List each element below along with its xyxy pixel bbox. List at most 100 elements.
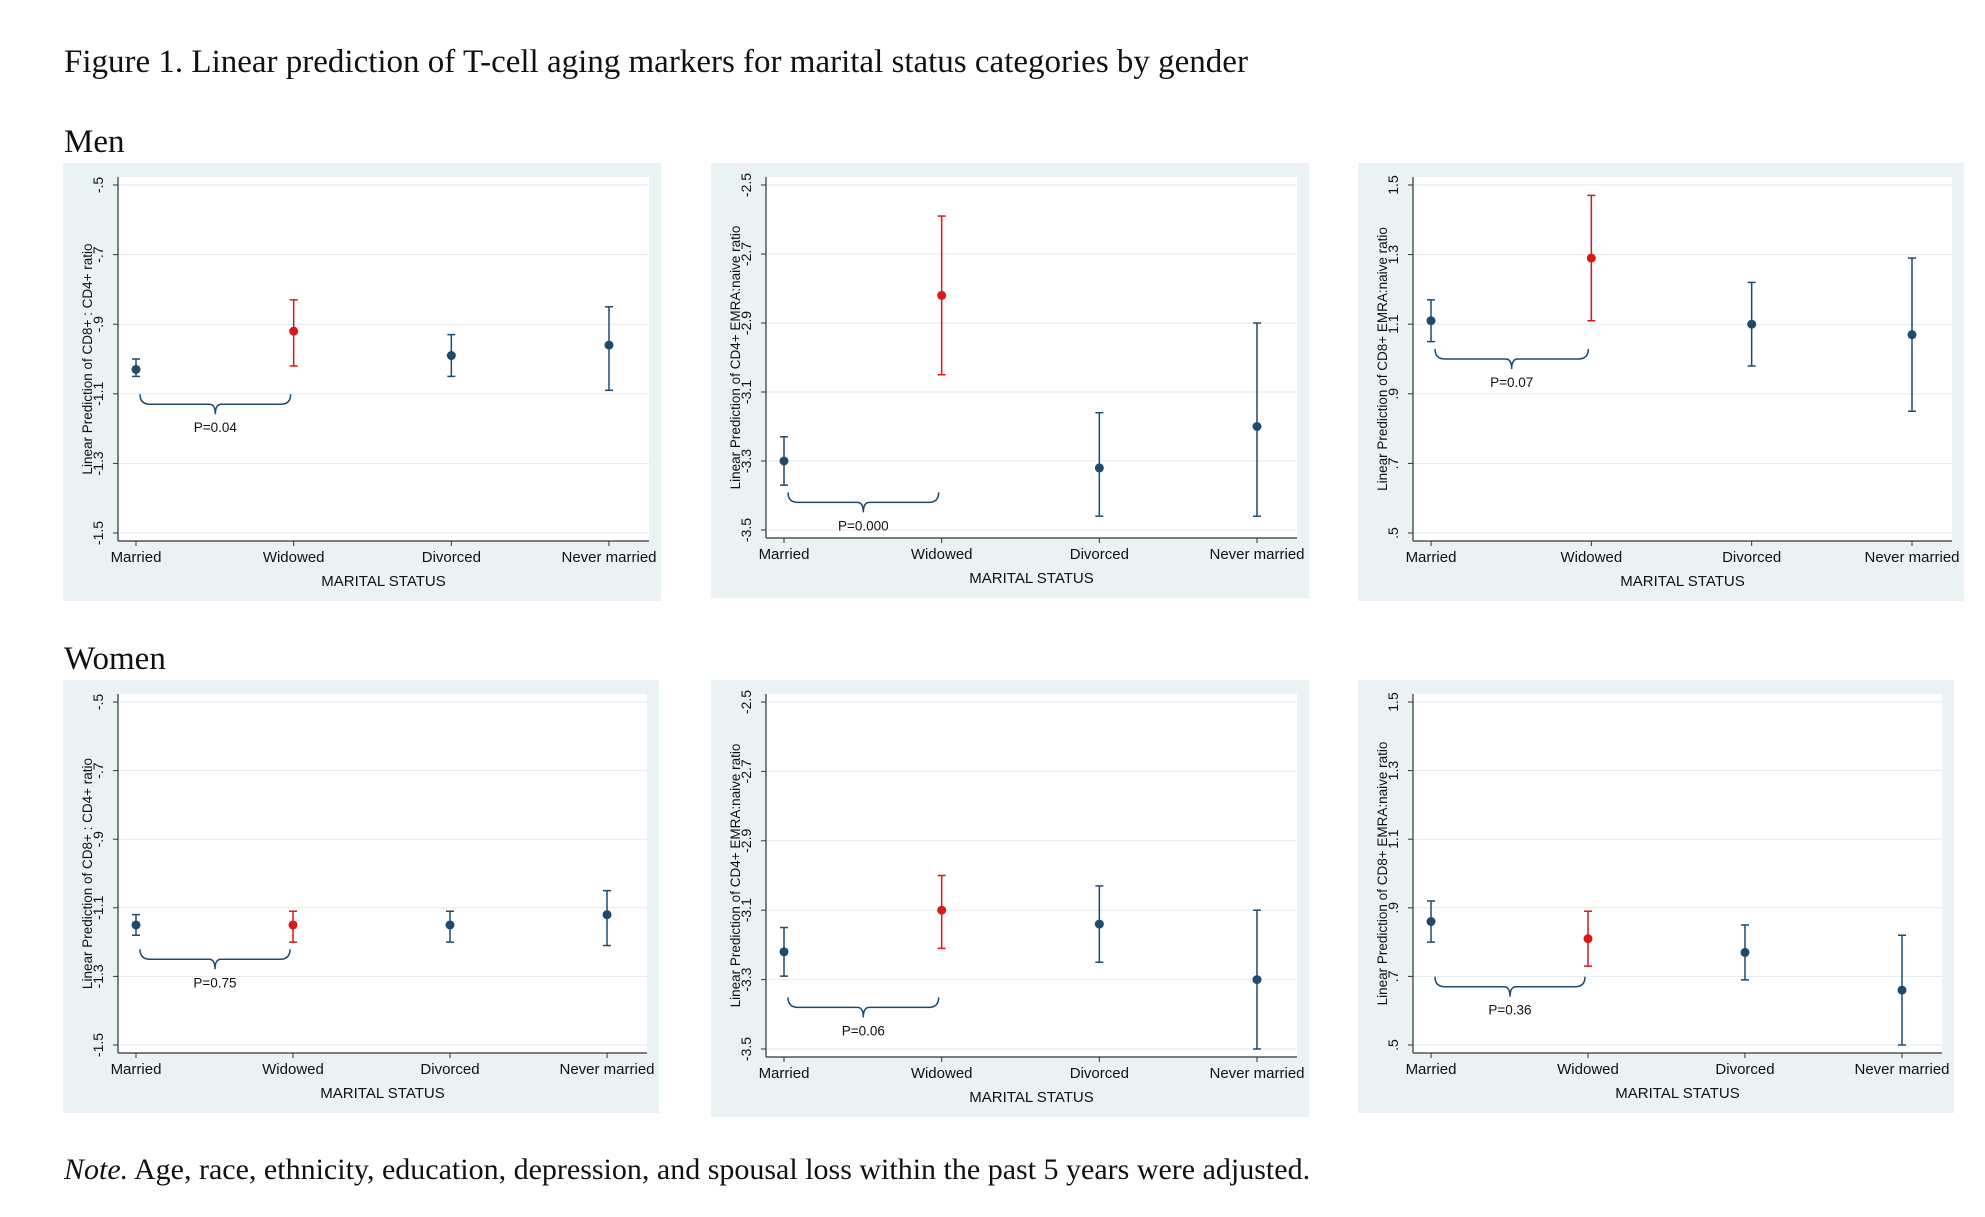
x-tick-label: Widowed: [262, 1061, 324, 1078]
y-tick-label: .7: [1385, 970, 1401, 982]
y-tick-label: -2.9: [738, 829, 754, 853]
p-value-label: P=0.04: [194, 420, 238, 435]
data-point: [779, 456, 789, 466]
y-tick-label: -3.5: [738, 518, 754, 542]
y-tick-label: -3.5: [738, 1037, 754, 1061]
x-tick-label: Divorced: [1070, 1065, 1129, 1082]
y-tick-label: 1.5: [1385, 692, 1401, 712]
significance-bracket: [139, 394, 292, 415]
x-tick-label: Divorced: [1070, 546, 1129, 563]
p-value-label: P=0.06: [842, 1023, 885, 1038]
y-tick-label: -.9: [90, 316, 106, 333]
x-tick-label: Divorced: [1715, 1061, 1774, 1078]
x-axis-title: MARITAL STATUS: [320, 1085, 444, 1102]
plot-area: [118, 177, 649, 541]
x-tick-label: Divorced: [422, 549, 481, 566]
y-tick-label: -1.1: [90, 382, 106, 406]
y-tick-label: 1.1: [1385, 314, 1401, 334]
y-tick-label: -.5: [90, 694, 106, 711]
y-tick-label: 1.3: [1385, 245, 1401, 265]
x-axis-title: MARITAL STATUS: [1620, 573, 1744, 590]
x-tick-label: Never married: [1854, 1061, 1949, 1078]
y-tick-label: -1.5: [90, 521, 106, 545]
data-point: [779, 947, 789, 957]
y-tick-label: -1.3: [90, 451, 106, 475]
x-tick-label: Never married: [1209, 1065, 1304, 1082]
y-tick-label: -1.1: [90, 896, 106, 920]
x-tick-label: Widowed: [911, 1065, 973, 1082]
p-value-label: P=0.75: [193, 975, 236, 990]
x-tick-label: Married: [1406, 549, 1457, 566]
y-tick-label: -3.1: [738, 380, 754, 404]
group-label-women: Women: [64, 641, 166, 677]
data-point: [1586, 253, 1596, 263]
plot-area: [1413, 694, 1942, 1053]
x-tick-label: Never married: [1864, 549, 1959, 566]
data-point: [1426, 917, 1436, 927]
data-point: [1740, 947, 1750, 957]
data-point: [1583, 934, 1593, 944]
y-axis-title: Linear Prediction of CD4+ EMRA:naive rat…: [728, 226, 743, 490]
data-point: [1747, 319, 1757, 329]
p-value-label: P=0.36: [1488, 1003, 1531, 1018]
y-tick-label: -.7: [90, 762, 106, 779]
chart-panel-women-cd8cd4: -1.5 -1.3 -1.1 -.9 -.7 -.5 Married Widowed Divor…: [63, 680, 659, 1113]
data-point: [289, 326, 299, 336]
y-axis-title: Linear Prediction of CD8+ EMRA:naive rat…: [1375, 742, 1390, 1006]
significance-bracket: [1434, 348, 1590, 370]
plot-area: [766, 177, 1297, 538]
data-point: [602, 910, 612, 920]
chart-svg: -1.5 -1.3 -1.1 -.9 -.7 -.5 Married Widowed Divor…: [80, 177, 657, 590]
data-point: [937, 905, 947, 915]
y-axis-title: Linear Prediction of CD4+ EMRA:naive rat…: [728, 744, 743, 1008]
y-tick-label: -.7: [90, 246, 106, 263]
y-tick-label: .7: [1385, 457, 1401, 469]
chart-panel-women-cd4emra: -3.5 -3.3 -3.1 -2.9 -2.7 -2.5 Married Widowed Di…: [711, 680, 1309, 1117]
x-tick-label: Married: [759, 546, 810, 563]
x-tick-label: Never married: [561, 549, 656, 566]
p-value-label: P=0.000: [838, 518, 889, 533]
y-tick-label: -.5: [90, 177, 106, 194]
data-point: [288, 920, 298, 930]
y-tick-label: -.9: [90, 831, 106, 848]
data-point: [604, 340, 614, 350]
y-tick-label: .5: [1385, 527, 1401, 539]
x-tick-label: Married: [759, 1065, 810, 1082]
y-tick-label: -2.5: [738, 173, 754, 197]
y-tick-label: -3.3: [738, 967, 754, 991]
data-point: [1426, 316, 1436, 326]
chart-svg: -1.5 -1.3 -1.1 -.9 -.7 -.5 Married Widowed Divor…: [80, 694, 655, 1102]
x-axis-title: MARITAL STATUS: [969, 1089, 1093, 1106]
x-tick-label: Widowed: [1557, 1061, 1619, 1078]
data-point: [1252, 975, 1262, 985]
chart-svg: -3.5 -3.3 -3.1 -2.9 -2.7 -2.5 Married Widowed Di…: [728, 690, 1305, 1106]
x-tick-label: Widowed: [263, 549, 325, 566]
chart-panel-men-cd4emra: -3.5 -3.3 -3.1 -2.9 -2.7 -2.5 Married Widowed Di…: [711, 163, 1309, 598]
significance-bracket: [139, 949, 291, 970]
x-tick-label: Widowed: [1560, 549, 1622, 566]
chart-svg: .5 .7 .9 1.1 1.3 1.5 Married Widowed Divorced Nev…: [1375, 692, 1950, 1102]
y-tick-label: -1.5: [90, 1033, 106, 1057]
y-tick-label: .9: [1385, 388, 1401, 400]
x-tick-label: Never married: [559, 1061, 654, 1078]
chart-panel-women-cd8emra: .5 .7 .9 1.1 1.3 1.5 Married Widowed Divorced Nev…: [1358, 680, 1954, 1113]
y-tick-label: -3.1: [738, 898, 754, 922]
x-tick-label: Widowed: [911, 546, 973, 563]
data-point: [1252, 422, 1262, 431]
data-point: [1094, 919, 1104, 929]
chart-panel-men-cd8emra: .5 .7 .9 1.1 1.3 1.5 Married Widowed Divorced Nev…: [1358, 163, 1964, 601]
y-tick-label: -2.7: [738, 759, 754, 783]
y-tick-label: 1.3: [1385, 761, 1401, 781]
note-lead: Note.: [64, 1153, 129, 1186]
x-axis-title: MARITAL STATUS: [321, 573, 445, 590]
data-point: [131, 364, 141, 374]
y-tick-label: -3.3: [738, 449, 754, 473]
x-tick-label: Married: [111, 1061, 162, 1078]
x-axis-title: MARITAL STATUS: [969, 570, 1093, 587]
y-axis-title: Linear Prediction of CD8+ EMRA:naive rat…: [1375, 227, 1390, 491]
y-tick-label: -2.7: [738, 242, 754, 266]
significance-bracket: [1434, 976, 1586, 997]
chart-svg: .5 .7 .9 1.1 1.3 1.5 Married Widowed Divorced Nev…: [1375, 175, 1960, 590]
data-point: [131, 920, 141, 930]
data-point: [445, 920, 455, 930]
